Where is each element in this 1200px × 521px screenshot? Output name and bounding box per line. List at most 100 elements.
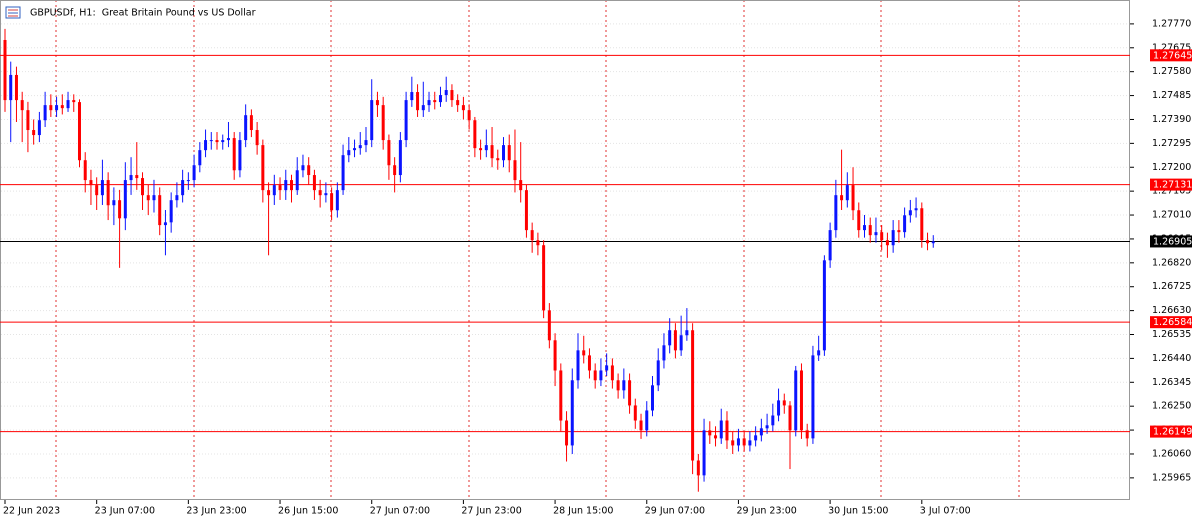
candle-body <box>473 120 477 149</box>
candle-body <box>249 115 253 131</box>
candle-body <box>622 380 626 391</box>
candle-body <box>931 241 935 244</box>
candle-body <box>845 185 849 201</box>
y-tick-label: 1.27295 <box>1152 138 1191 149</box>
candle-body <box>502 145 506 161</box>
x-tick-label: 29 Jun 07:00 <box>645 506 705 517</box>
candle-body <box>89 180 93 186</box>
y-tick-label: 1.26535 <box>1152 329 1191 340</box>
candle-body <box>897 230 901 233</box>
candle-body <box>782 400 786 406</box>
level-label: 1.27645 <box>1153 50 1192 61</box>
candle-body <box>754 435 758 441</box>
candle-body <box>650 385 654 411</box>
candle-body <box>565 420 569 446</box>
candle-body <box>645 410 649 431</box>
candle-body <box>771 415 775 426</box>
candle-body <box>605 365 609 371</box>
y-tick-label: 1.25965 <box>1152 472 1191 483</box>
candle-body <box>312 175 316 191</box>
y-tick-label: 1.26725 <box>1152 281 1191 292</box>
candle-body <box>777 400 781 416</box>
candle-body <box>238 140 242 171</box>
candle-body <box>66 100 70 109</box>
candle-body <box>536 240 540 246</box>
x-tick-label: 27 Jun 23:00 <box>461 506 521 517</box>
candle-body <box>43 105 47 121</box>
candle-body <box>524 190 528 231</box>
candle-body <box>570 380 574 446</box>
x-tick-label: 22 Jun 2023 <box>3 506 60 517</box>
candle-body <box>679 335 683 351</box>
candle-body <box>513 160 517 181</box>
candle-body <box>410 92 414 101</box>
candle-body <box>708 430 712 436</box>
candle-body <box>691 330 695 461</box>
y-tick-label: 1.26630 <box>1152 305 1191 316</box>
x-tick-label: 28 Jun 15:00 <box>553 506 613 517</box>
y-tick-label: 1.27675 <box>1152 42 1191 53</box>
chart-title: GBPUSDf, H1: Great Britain Pound vs US D… <box>30 8 256 19</box>
candle-body <box>559 370 563 421</box>
candle-body <box>118 200 122 219</box>
candle-body <box>55 105 59 111</box>
candle-body <box>863 225 866 231</box>
candle-body <box>135 175 139 179</box>
candle-body <box>805 430 809 439</box>
candle-body <box>192 165 196 181</box>
candle-body <box>914 208 918 211</box>
x-tick-label: 3 Jul 07:00 <box>920 506 971 517</box>
candle-body <box>547 310 551 341</box>
candle-body <box>926 240 930 244</box>
candle-body <box>610 365 614 381</box>
candle-body <box>9 74 13 101</box>
candle-body <box>284 180 288 191</box>
candle-body <box>599 370 603 381</box>
candle-body <box>14 74 18 101</box>
candle-body <box>874 232 878 236</box>
candle-body <box>542 245 546 311</box>
x-tick-label: 26 Jun 15:00 <box>278 506 338 517</box>
candle-body <box>799 370 803 431</box>
level-label-box <box>1150 49 1192 62</box>
level-label: 1.26584 <box>1153 317 1192 328</box>
candle-body <box>857 210 861 231</box>
candle-body <box>673 330 677 351</box>
level-label-box <box>1150 235 1192 248</box>
candle-body <box>335 190 339 211</box>
candle-body <box>490 145 494 159</box>
candle-body <box>668 330 672 346</box>
candle-body <box>146 195 150 201</box>
candle-body <box>381 105 385 141</box>
candle-body <box>261 145 265 191</box>
candle-body <box>83 160 87 181</box>
candle-body <box>49 105 53 111</box>
candle-body <box>301 165 305 171</box>
candle-body <box>868 225 872 236</box>
level-label: 1.26905 <box>1153 236 1192 247</box>
candle-body <box>32 130 36 136</box>
candle-body <box>794 370 798 431</box>
candle-body <box>633 405 637 421</box>
candle-body <box>215 140 219 143</box>
chart-icon <box>5 6 21 19</box>
y-tick-label: 1.26345 <box>1152 377 1191 388</box>
candle-body <box>60 105 64 109</box>
candle-body <box>204 140 208 151</box>
y-tick-label: 1.27770 <box>1152 18 1191 29</box>
candle-body <box>106 180 110 206</box>
candle-body <box>100 180 104 196</box>
candle-body <box>479 148 483 151</box>
candle-body <box>72 100 76 103</box>
candle-body <box>885 240 889 246</box>
candle-body <box>244 115 248 141</box>
y-tick-label: 1.26250 <box>1152 401 1191 412</box>
candle-body <box>719 420 723 439</box>
candle-body <box>484 145 488 151</box>
x-tick-label: 23 Jun 23:00 <box>186 506 246 517</box>
candle-body <box>530 230 534 241</box>
candle-body <box>788 405 792 431</box>
candle-body <box>404 100 408 141</box>
candle-body <box>765 425 769 429</box>
candle-body <box>387 140 391 166</box>
